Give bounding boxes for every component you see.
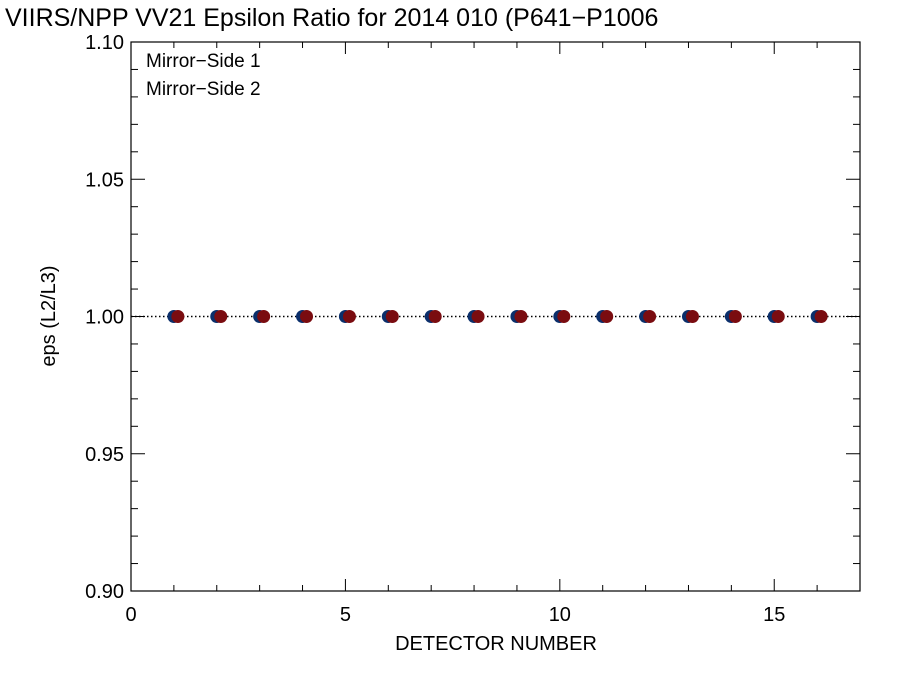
- y-tick-label: 1.05: [85, 169, 124, 191]
- point-side-2: [514, 310, 528, 323]
- point-side-2: [728, 310, 742, 323]
- point-side-2: [342, 310, 356, 323]
- y-tick-label: 0.90: [85, 581, 124, 603]
- point-side-2: [471, 310, 485, 323]
- x-tick-label: 15: [763, 604, 785, 626]
- point-side-2: [257, 310, 271, 323]
- y-tick-label: 1.00: [85, 307, 124, 329]
- point-side-2: [600, 310, 614, 323]
- point-side-2: [643, 310, 657, 323]
- point-side-2: [385, 310, 399, 323]
- data-points: [167, 310, 828, 323]
- point-side-2: [171, 310, 185, 323]
- point-side-2: [557, 310, 571, 323]
- x-tick-label: 5: [340, 604, 351, 626]
- legend-entry-mirror-side-1: Mirror−Side 1: [146, 51, 261, 72]
- y-tick-label: 0.95: [85, 444, 124, 466]
- axis-ticks: [130, 41, 861, 592]
- x-tick-label: 0: [125, 604, 136, 626]
- point-side-2: [300, 310, 314, 323]
- legend-entry-mirror-side-2: Mirror−Side 2: [146, 79, 261, 100]
- point-side-2: [685, 310, 699, 323]
- x-tick-label: 10: [549, 604, 571, 626]
- point-side-2: [428, 310, 442, 323]
- y-axis-label: eps (L2/L3): [38, 265, 60, 366]
- point-side-2: [771, 310, 785, 323]
- y-tick-label: 1.10: [85, 32, 124, 54]
- point-side-2: [214, 310, 228, 323]
- axis-tick-labels: 0 5 10 15 0.90 0.95 1.00 1.05 1.10: [85, 32, 785, 626]
- chart-title: VIIRS/NPP VV21 Epsilon Ratio for 2014 01…: [5, 4, 658, 32]
- point-side-2: [814, 310, 828, 323]
- x-axis-label: DETECTOR NUMBER: [395, 633, 597, 655]
